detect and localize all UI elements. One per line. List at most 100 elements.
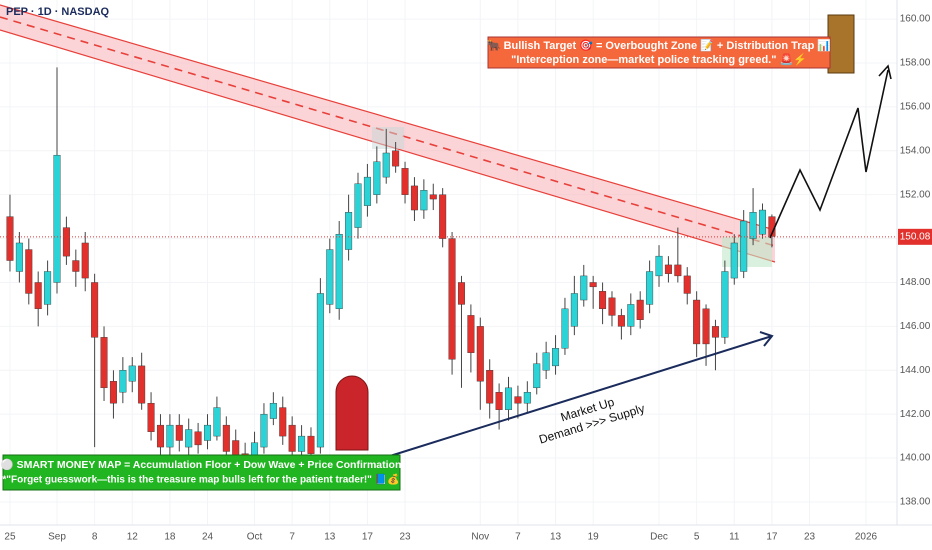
candle-body <box>514 396 522 404</box>
candle-body <box>288 424 296 452</box>
candle-body <box>505 387 513 410</box>
candle-body <box>617 315 625 327</box>
y-tick-label: 160.00 <box>900 14 931 25</box>
y-tick-label: 144.00 <box>900 365 931 376</box>
candle-body <box>6 216 14 261</box>
candle-body <box>213 407 221 437</box>
y-tick-label: 158.00 <box>900 58 931 69</box>
candle-body <box>646 271 654 305</box>
x-tick-label: 2026 <box>855 532 878 543</box>
candle-body <box>693 299 701 345</box>
candle-body <box>589 282 597 288</box>
candle-body <box>298 435 306 452</box>
candle-body <box>279 407 287 437</box>
x-tick-label: 8 <box>92 532 98 543</box>
candle-body <box>533 363 541 389</box>
annotation-box <box>487 36 831 69</box>
candle-body <box>683 275 691 294</box>
candle-body <box>664 264 672 274</box>
y-tick-label: 154.00 <box>900 145 931 156</box>
candle-body <box>721 271 729 338</box>
x-tick-label: 19 <box>588 532 600 543</box>
zone-box <box>372 127 404 149</box>
x-tick-label: 17 <box>766 532 778 543</box>
arrow-head <box>878 64 892 80</box>
candle-body <box>730 242 738 279</box>
y-tick-label: 152.00 <box>900 189 931 200</box>
candle-body <box>363 176 371 206</box>
y-tick-label: 140.00 <box>900 453 931 464</box>
candle-body <box>138 365 146 404</box>
door-icon <box>827 14 855 74</box>
y-tick-label: 156.00 <box>900 102 931 113</box>
x-tick-label: 18 <box>164 532 176 543</box>
candle-body <box>204 424 212 441</box>
candle-body <box>345 212 353 250</box>
candle-body <box>307 435 315 454</box>
candle-body <box>354 183 362 228</box>
candle-body <box>702 308 710 345</box>
candle-body <box>570 293 578 327</box>
x-tick-label: 12 <box>127 532 139 543</box>
candle-body <box>109 381 117 404</box>
candle-body <box>392 150 400 167</box>
support-arrow <box>389 335 773 457</box>
door-icon <box>335 375 369 451</box>
candle-body <box>62 227 70 257</box>
x-tick-label: 23 <box>804 532 816 543</box>
candle-body <box>599 291 607 310</box>
y-tick-label: 148.00 <box>900 277 931 288</box>
candle-body <box>335 233 343 310</box>
candle-body <box>25 249 33 294</box>
y-tick-label: 146.00 <box>900 321 931 332</box>
candle-body <box>147 402 155 432</box>
candle-body <box>467 315 475 353</box>
candle-body <box>269 402 277 419</box>
x-tick-label: 13 <box>550 532 562 543</box>
x-tick-label: 11 <box>729 532 740 543</box>
x-tick-label: Nov <box>471 532 489 543</box>
candle-body <box>119 370 127 393</box>
candle-body <box>382 152 390 178</box>
annotation-text: "Interception zone—market police trackin… <box>511 53 807 66</box>
candle-body <box>758 209 766 235</box>
y-tick-label: 142.00 <box>900 409 931 420</box>
candle-body <box>410 185 418 211</box>
candle-body <box>166 424 174 448</box>
candle-body <box>260 413 268 448</box>
price-label: 150.08 <box>900 231 931 242</box>
candle-body <box>128 365 136 382</box>
channel-upper <box>0 4 776 231</box>
candle-body <box>476 326 484 382</box>
x-tick-label: 23 <box>399 532 411 543</box>
x-tick-label: 7 <box>289 532 295 543</box>
candle-body <box>100 337 108 389</box>
x-tick-label: Dec <box>650 532 668 543</box>
candle-body <box>439 194 447 239</box>
candle-body <box>486 370 494 404</box>
candle-body <box>222 424 230 452</box>
x-tick-label: Oct <box>247 532 263 543</box>
x-tick-label: 5 <box>694 532 700 543</box>
candle-body <box>81 242 89 279</box>
candle-body <box>326 249 334 305</box>
candle-body <box>561 308 569 349</box>
candle-body <box>448 238 456 360</box>
candle-body <box>655 255 663 277</box>
annotation-text: ⚪ SMART MONEY MAP = Accumulation Floor +… <box>1 458 402 471</box>
x-tick-label: 7 <box>515 532 521 543</box>
candle-body <box>749 212 757 239</box>
candle-body <box>580 275 588 301</box>
candle-body <box>457 282 465 305</box>
x-tick-label: Sep <box>48 532 66 543</box>
candle-body <box>429 194 437 200</box>
candle-body <box>185 429 193 448</box>
price-label-box <box>898 228 932 245</box>
annotation-text: 🐂 Bullish Target 🎯 = Overbought Zone 📝 +… <box>487 39 832 52</box>
x-tick-label: 17 <box>362 532 374 543</box>
candle-body <box>373 161 381 195</box>
annotation-box <box>2 454 401 491</box>
candle-body <box>15 242 23 272</box>
candle-body <box>91 282 99 338</box>
channel-mid <box>0 16 776 247</box>
